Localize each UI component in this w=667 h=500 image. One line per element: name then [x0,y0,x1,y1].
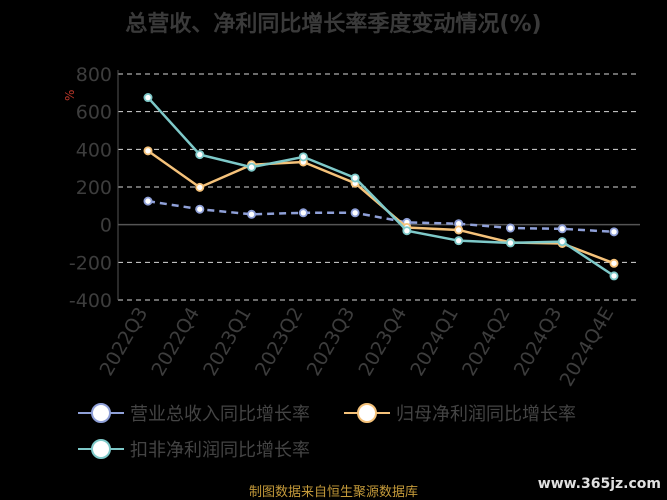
x-tick-label: 2023Q3 [303,304,360,380]
y-tick-label: 800 [76,64,112,86]
y-tick-label: 400 [76,139,112,161]
data-point [195,150,205,160]
y-unit-mark: % [63,89,77,101]
data-point [505,223,515,233]
x-tick-label: 2022Q3 [96,304,153,380]
y-tick-label: -200 [69,252,112,274]
x-tick-label: 2023Q2 [251,304,308,380]
legend-marker-revenue [78,403,124,423]
data-point [195,182,205,192]
x-tick-label: 2022Q4 [147,304,204,380]
legend-label-deducted-profit: 扣非净利润同比增长率 [130,440,310,461]
x-tick-label: 2024Q3 [510,304,567,380]
data-point [609,258,619,268]
data-point [143,146,153,156]
data-point [350,208,360,218]
x-tick-label: 2023Q4 [354,304,411,380]
chart-title: 总营收、净利同比增长率季度变动情况(%) [125,12,542,37]
data-point [454,225,464,235]
data-point [609,271,619,281]
watermark: www.365jz.com [537,476,661,492]
legend-marker-net-profit [344,403,390,423]
legend-marker-deducted-profit [78,439,124,459]
data-point [454,236,464,246]
data-source-note: 制图数据来自恒生聚源数据库 [248,485,418,500]
data-point [505,238,515,248]
data-point [298,208,308,218]
data-point [298,152,308,162]
series-line-1 [147,149,615,265]
data-point [557,237,567,247]
legend-item-deducted-profit[interactable]: 扣非净利润同比增长率 [78,436,310,462]
legend-label-net-profit: 归母净利润同比增长率 [396,404,576,425]
x-tick-label: 2023Q1 [199,304,256,380]
x-tick-label: 2024Q1 [406,303,463,379]
data-point [247,209,257,219]
legend-item-revenue[interactable]: 营业总收入同比增长率 [78,400,310,426]
y-tick-label: 200 [76,177,112,199]
series-line-0 [147,199,615,234]
data-point [557,224,567,234]
legend-label-revenue: 营业总收入同比增长率 [130,404,310,425]
data-point [195,204,205,214]
data-point [247,162,257,172]
y-tick-label: 600 [76,102,112,124]
series-line-2 [147,96,615,277]
data-point [609,227,619,237]
data-point [402,226,412,236]
legend-item-net-profit[interactable]: 归母净利润同比增长率 [344,400,576,426]
y-tick-label: -400 [69,290,112,312]
x-tick-label: 2024Q2 [458,304,515,380]
data-point [350,173,360,183]
y-tick-label: 0 [100,215,112,237]
data-point [143,196,153,206]
data-point [143,93,153,103]
